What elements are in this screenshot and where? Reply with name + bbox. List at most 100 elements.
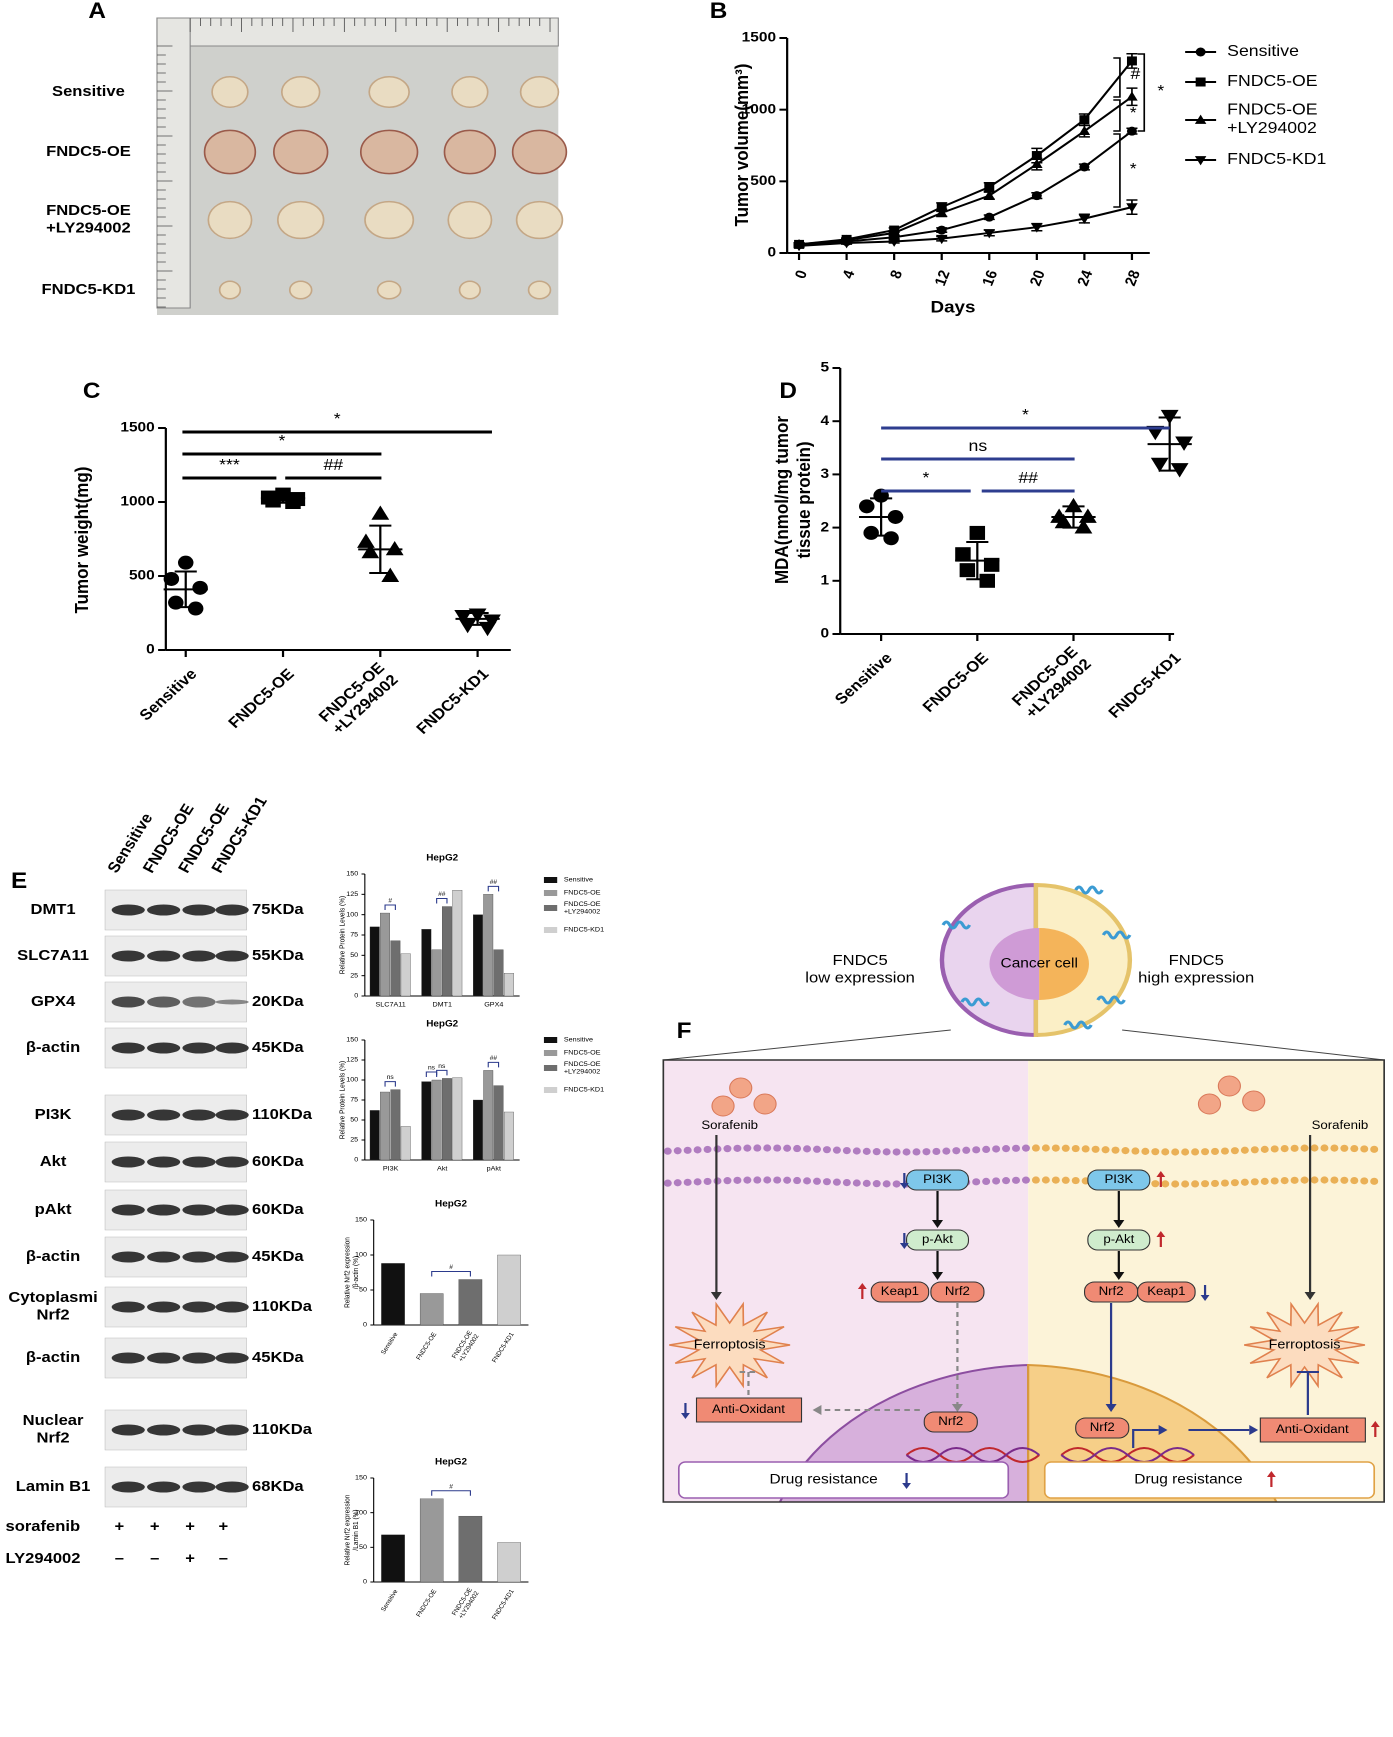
lipid	[723, 1177, 732, 1185]
size-label: 110KDa	[252, 1299, 312, 1315]
tumor	[511, 129, 568, 175]
significance-label: #	[388, 898, 392, 905]
y-tick-label: 0	[363, 1322, 367, 1329]
lipid	[992, 1145, 1001, 1153]
lipid	[1360, 1145, 1369, 1153]
photo-row-label: Sensitive	[52, 84, 125, 100]
panel-label: A	[88, 0, 106, 23]
data-point	[1079, 162, 1090, 172]
data-point	[1074, 519, 1093, 534]
data-point	[888, 227, 900, 237]
y-tick-label: 5	[821, 360, 830, 375]
treatment-label: sorafenib	[6, 1519, 81, 1535]
significance-bracket	[1137, 53, 1146, 132]
blot-band	[182, 1424, 216, 1436]
lipid	[733, 1144, 742, 1152]
data-point	[1079, 115, 1090, 125]
bar	[503, 1111, 514, 1161]
data-point	[936, 225, 947, 235]
lipid	[892, 1148, 901, 1156]
tumor	[458, 280, 482, 300]
antioxidant-label: Anti-Oxidant	[1276, 1423, 1349, 1436]
lipid	[1191, 1180, 1200, 1188]
blot-band	[111, 1481, 145, 1493]
pill	[930, 1281, 985, 1303]
significance-label: *	[1130, 104, 1137, 122]
lipid	[1101, 1146, 1110, 1154]
y-tick-label: 0	[363, 1579, 367, 1586]
y-tick-label: 25	[350, 1137, 358, 1144]
data-point	[984, 212, 995, 222]
receptor	[941, 920, 972, 930]
lipid	[753, 1176, 762, 1184]
legend-marker	[1194, 156, 1207, 166]
data-point	[955, 547, 971, 562]
drug-pill	[1197, 1093, 1222, 1115]
bar	[431, 1079, 442, 1161]
blot-band	[111, 1352, 145, 1364]
pill-label: Keap1	[881, 1285, 919, 1298]
lipid	[783, 1176, 792, 1184]
lipid	[1201, 1180, 1210, 1188]
lipid	[872, 1180, 881, 1188]
cell-left	[939, 882, 1039, 1038]
antioxidant-box	[695, 1397, 803, 1423]
legend-label: Sensitive	[564, 877, 593, 884]
data-point	[458, 618, 477, 634]
significance-label: ***	[219, 456, 240, 474]
pill-label: p-Akt	[1103, 1233, 1134, 1246]
series-line	[798, 206, 1133, 247]
lipid	[1320, 1144, 1329, 1152]
tumor	[276, 200, 325, 240]
significance-bracket	[436, 1069, 448, 1076]
lipid	[852, 1179, 861, 1187]
lipid	[1201, 1148, 1210, 1156]
data-point	[385, 540, 404, 556]
tumor	[447, 200, 493, 240]
data-point	[1078, 125, 1091, 135]
significance-label: *	[278, 432, 285, 450]
protein-label: DMT1	[31, 902, 76, 918]
tumor	[280, 76, 321, 108]
tumor	[211, 76, 249, 108]
lipid	[882, 1148, 891, 1156]
treatment-mark: +	[115, 1519, 125, 1535]
lipid	[1250, 1146, 1259, 1154]
drug-pill	[753, 1093, 777, 1115]
lipid	[962, 1146, 971, 1154]
drug-pill	[711, 1095, 735, 1117]
y-tick-label: 100	[355, 1252, 367, 1259]
blot-band	[215, 1424, 249, 1436]
blot-band	[182, 1251, 216, 1263]
arrow-head	[812, 1405, 822, 1415]
treatment-mark: –	[150, 1551, 159, 1567]
significance-label: #	[449, 1484, 453, 1491]
y-tick-label: 125	[346, 891, 358, 898]
lipid	[832, 1146, 841, 1154]
protein-label: Akt	[40, 1154, 67, 1170]
significance-label: ##	[1018, 469, 1038, 487]
data-point	[361, 543, 380, 559]
bar	[483, 894, 494, 997]
significance-bracket	[1113, 99, 1121, 132]
sd-bar	[870, 497, 893, 537]
tumor	[443, 129, 497, 175]
y-tick-label: 0	[354, 993, 358, 1000]
lipid	[862, 1147, 871, 1155]
blot-band	[147, 1156, 181, 1168]
lipid	[1141, 1147, 1150, 1155]
data-point	[983, 229, 995, 239]
indicator-head	[899, 1243, 909, 1249]
lipid	[1270, 1177, 1279, 1185]
x-axis-title: Days	[931, 297, 976, 316]
lipid	[1002, 1177, 1011, 1185]
lipid	[1181, 1148, 1190, 1156]
data-point	[959, 563, 976, 578]
treatment-mark: +	[150, 1519, 160, 1535]
treatment-mark: +	[185, 1551, 195, 1567]
sd-bar	[1062, 505, 1085, 529]
lipid	[1061, 1176, 1070, 1184]
blot-band	[215, 999, 249, 1005]
data-point	[840, 239, 853, 249]
size-label: 45KDa	[252, 1350, 304, 1366]
